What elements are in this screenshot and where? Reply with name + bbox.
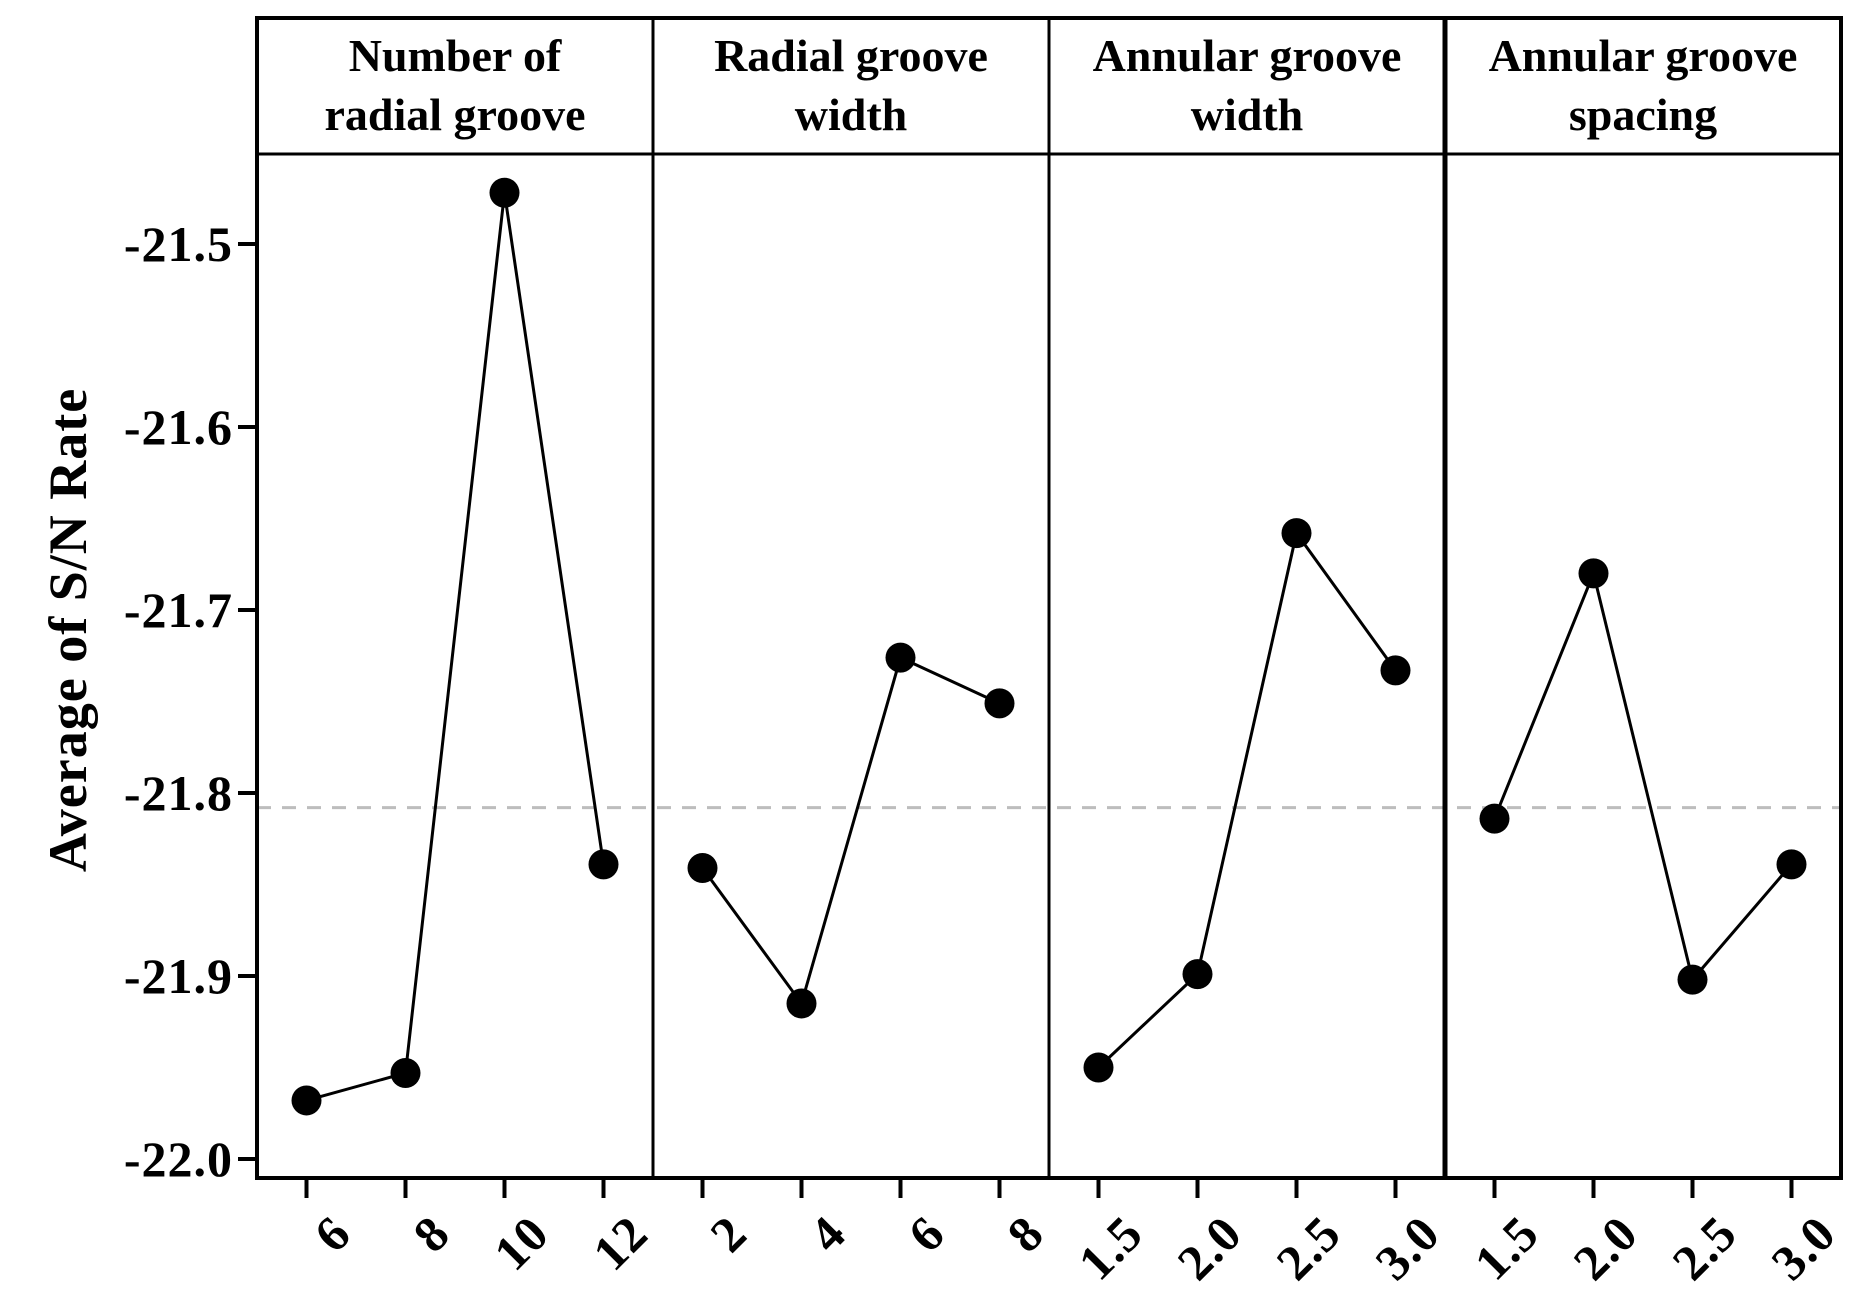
panel-header-line: radial groove [324,89,586,140]
y-tick-label: -22.0 [123,1131,233,1187]
panel-header-3: Annular groove spacing [1445,18,1841,154]
series-line-2 [1097,529,1397,1069]
data-point [1479,803,1510,834]
data-point [390,1057,421,1088]
data-point [1281,518,1312,549]
data-point [1776,849,1807,880]
data-point [1182,959,1213,990]
panel-header-2: Annular groove width [1049,18,1445,154]
y-tick-label: -21.6 [123,399,233,455]
data-point [885,642,916,673]
series-line-3 [1493,568,1793,983]
panel-header-line: Radial groove [714,30,988,82]
data-point [489,177,520,208]
data-point [786,988,817,1019]
panel-header-1: Radial groove width [653,18,1049,154]
data-point [588,849,619,880]
data-point [687,853,718,884]
series-line-1 [701,655,1001,1007]
data-point [1083,1052,1114,1083]
data-point [984,688,1015,719]
y-tick-label: -21.9 [123,948,233,1004]
panel-header-line: width [794,89,908,140]
y-tick-label: -21.5 [123,216,233,272]
panel-header-0: Number of radial groove [257,18,653,154]
panel-header-line: Annular groove [1488,30,1798,82]
y-tick-label: -21.8 [123,765,233,821]
y-tick-label: -21.7 [123,582,233,638]
panel-header-line: width [1190,89,1304,140]
data-point [1380,655,1411,686]
data-point [1677,964,1708,995]
series-line-0 [306,192,605,1102]
panel-header-line: Annular groove [1092,30,1402,82]
panel-header-line: spacing [1568,89,1718,140]
data-point [1578,558,1609,589]
data-point [291,1085,322,1116]
panel-header-line: Number of [348,30,562,82]
